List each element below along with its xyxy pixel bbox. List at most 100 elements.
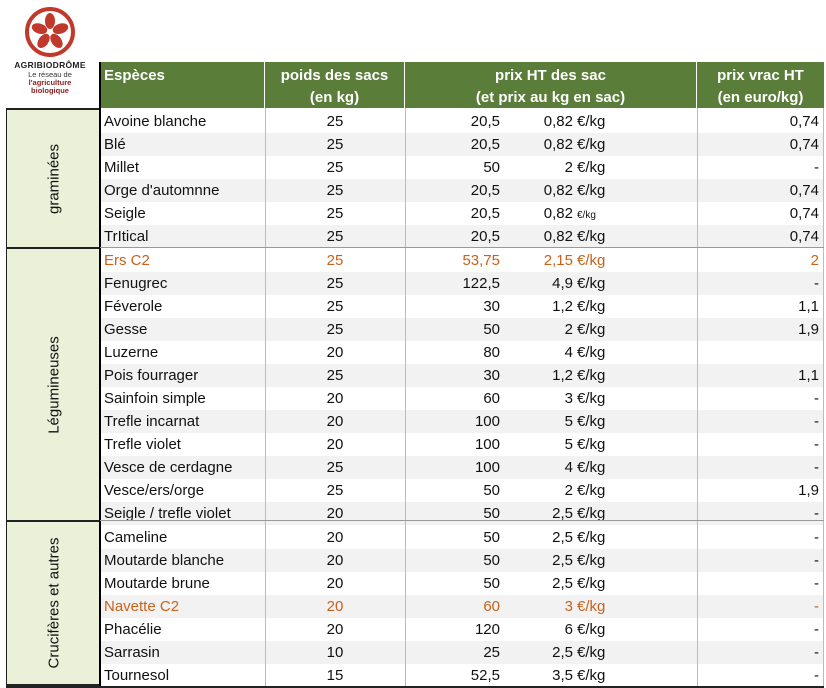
- bulk-price-cell: -: [814, 575, 819, 592]
- table-row: Seigle 25 20,5 0,82 €/kg 0,74: [100, 202, 824, 225]
- bulk-price-cell: -: [814, 459, 819, 476]
- group-separator: [100, 520, 824, 521]
- per-kg-value: 2,5: [552, 552, 573, 569]
- header-bulk-unit: (en euro/kg): [717, 89, 804, 106]
- species-cell: Trefle incarnat: [104, 413, 200, 430]
- price-per-kg-cell: 6 €/kg: [500, 618, 635, 641]
- price-per-kg-cell: 2,15 €/kg: [500, 249, 635, 272]
- table-row: Blé 25 20,5 0,82 €/kg 0,74: [100, 133, 824, 156]
- divider: [405, 108, 406, 686]
- per-kg-value: 3: [564, 390, 573, 407]
- bulk-price-cell: 0,74: [789, 205, 819, 222]
- price-per-kg-cell: 5 €/kg: [500, 433, 635, 456]
- per-kg-value: 5: [564, 436, 573, 453]
- bulk-price-cell: -: [814, 644, 819, 661]
- species-cell: Orge d'automnne: [104, 182, 220, 199]
- per-kg-value: 0,82: [543, 205, 573, 222]
- divider: [265, 108, 266, 686]
- weight-cell: 25: [326, 113, 344, 130]
- price-cell: 20,5: [470, 182, 500, 199]
- price-cell: 25: [483, 644, 500, 661]
- weight-cell: 25: [326, 298, 344, 315]
- table-row: Sarrasin 10 25 2,5 €/kg -: [100, 641, 824, 664]
- header-weight: poids des sacs (en kg): [265, 62, 405, 108]
- price-per-kg-cell: 0,82 €/kg: [500, 133, 635, 156]
- table-row: Millet 25 50 2 €/kg -: [100, 156, 824, 179]
- table-row: Seigle / trefle violet 20 50 2,5 €/kg -: [100, 502, 824, 525]
- bulk-price-cell: 1,9: [798, 321, 819, 338]
- price-per-kg-cell: 4 €/kg: [500, 341, 635, 364]
- bulk-price-cell: 0,74: [789, 113, 819, 130]
- header-price-unit: (et prix au kg en sac): [475, 89, 626, 106]
- weight-cell: 25: [326, 205, 344, 222]
- per-kg-value: 2: [564, 482, 573, 499]
- species-cell: Luzerne: [104, 344, 159, 361]
- per-kg-unit: €/kg: [577, 621, 606, 638]
- per-kg-value: 3,5: [552, 667, 573, 684]
- weight-cell: 20: [326, 413, 344, 430]
- price-cell: 60: [483, 390, 500, 407]
- weight-cell: 20: [326, 344, 344, 361]
- weight-cell: 25: [326, 159, 344, 176]
- table-row: Moutarde blanche 20 50 2,5 €/kg -: [100, 549, 824, 572]
- per-kg-value: 4: [564, 344, 573, 361]
- price-per-kg-cell: 0,82 €/kg: [500, 179, 635, 202]
- table-row: Vesce/ers/orge 25 50 2 €/kg 1,9: [100, 479, 824, 502]
- table-row: TrItical 25 20,5 0,82 €/kg 0,74: [100, 225, 824, 248]
- bulk-price-cell: -: [814, 159, 819, 176]
- price-per-kg-cell: 2,5 €/kg: [500, 549, 635, 572]
- table-bottom-border: [6, 686, 824, 688]
- group-cruciferes: Crucifères et autres: [6, 520, 100, 686]
- group-label: Crucifères et autres: [45, 537, 62, 669]
- weight-cell: 20: [326, 529, 344, 546]
- price-per-kg-cell: 0,82 €/kg: [500, 110, 635, 133]
- table-row: Trefle violet 20 100 5 €/kg -: [100, 433, 824, 456]
- per-kg-value: 6: [564, 621, 573, 638]
- bulk-price-cell: -: [814, 598, 819, 615]
- species-cell: Seigle: [104, 205, 146, 222]
- price-per-kg-cell: 2,5 €/kg: [500, 572, 635, 595]
- species-cell: Millet: [104, 159, 140, 176]
- per-kg-unit: €/kg: [577, 159, 606, 176]
- bulk-price-cell: 0,74: [789, 228, 819, 245]
- bulk-price-cell: 0,74: [789, 182, 819, 199]
- price-cell: 122,5: [462, 275, 500, 292]
- per-kg-value: 4: [564, 459, 573, 476]
- table-row: Trefle incarnat 20 100 5 €/kg -: [100, 410, 824, 433]
- table-row: Vesce de cerdagne 25 100 4 €/kg -: [100, 456, 824, 479]
- per-kg-value: 1,2: [552, 367, 573, 384]
- table-row: Navette C2 20 60 3 €/kg -: [100, 595, 824, 618]
- price-cell: 50: [483, 529, 500, 546]
- per-kg-unit: €/kg: [577, 644, 606, 661]
- group-graminees: graminées: [6, 108, 100, 247]
- weight-cell: 10: [326, 644, 344, 661]
- price-per-kg-cell: 0,82 €/kg: [500, 225, 635, 248]
- per-kg-unit: €/kg: [577, 413, 606, 430]
- weight-cell: 25: [326, 275, 344, 292]
- price-cell: 53,75: [462, 252, 500, 269]
- bulk-price-cell: -: [814, 275, 819, 292]
- price-cell: 80: [483, 344, 500, 361]
- bulk-price-cell: -: [814, 529, 819, 546]
- species-cell: Navette C2: [104, 598, 180, 615]
- price-per-kg-cell: 4 €/kg: [500, 456, 635, 479]
- per-kg-value: 2,5: [552, 529, 573, 546]
- bulk-price-cell: -: [814, 436, 819, 453]
- divider: [823, 108, 824, 686]
- logo-tagline-3: biologique: [31, 86, 69, 95]
- logo-tagline-1: Le réseau de: [28, 70, 72, 79]
- header-weight-label: poids des sacs: [280, 67, 389, 84]
- weight-cell: 25: [326, 228, 344, 245]
- header-species: Espèces: [100, 62, 265, 108]
- per-kg-unit: €/kg: [577, 228, 606, 245]
- species-cell: Vesce/ers/orge: [104, 482, 205, 499]
- species-cell: Blé: [104, 136, 126, 153]
- bulk-price-cell: -: [814, 621, 819, 638]
- price-per-kg-cell: 3,5 €/kg: [500, 664, 635, 687]
- species-cell: Pois fourrager: [104, 367, 199, 384]
- logo-tagline: Le réseau de l'agriculture biologique: [0, 71, 100, 95]
- per-kg-value: 2: [564, 321, 573, 338]
- price-cell: 52,5: [470, 667, 500, 684]
- logo-tagline-2: l'agriculture: [28, 78, 72, 87]
- table-row: Ers C2 25 53,75 2,15 €/kg 2: [100, 249, 824, 272]
